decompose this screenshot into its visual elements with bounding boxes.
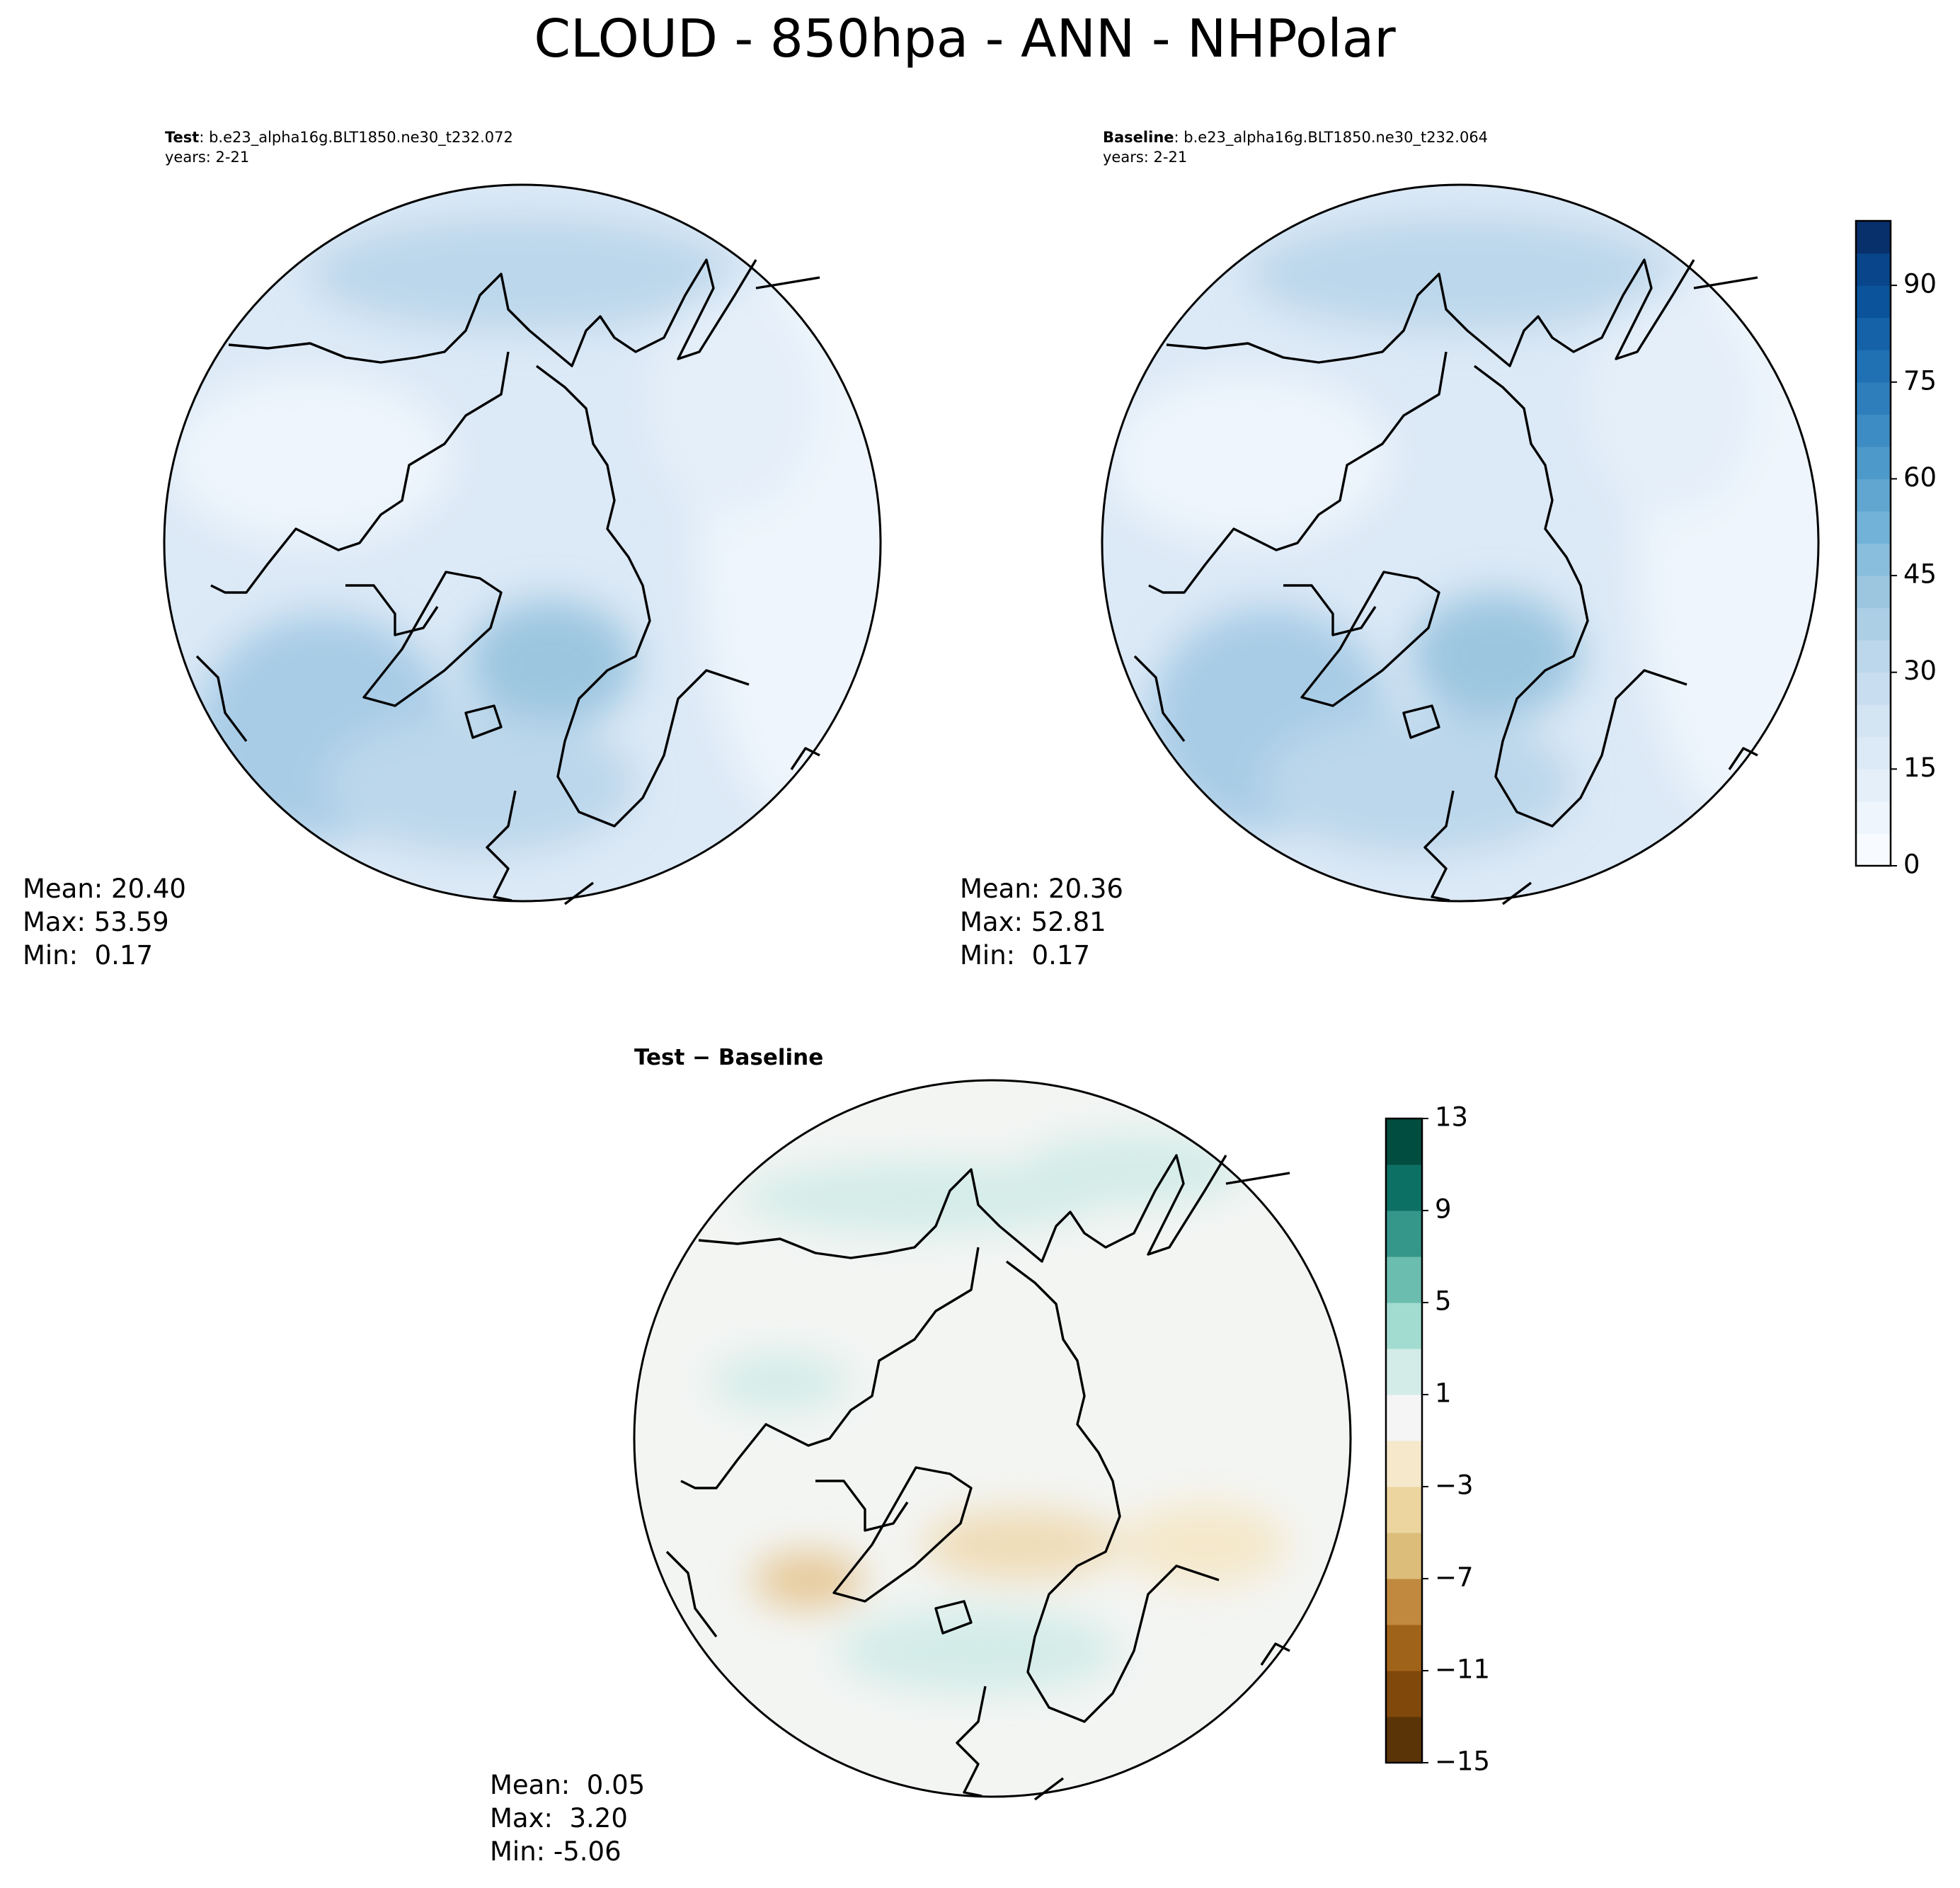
colorbar-tick-label: 90 <box>1903 269 1937 299</box>
colorbar-band <box>1856 510 1891 544</box>
colorbar-tick-label: 30 <box>1903 656 1937 686</box>
colorbar-band <box>1856 382 1891 415</box>
colorbar-band <box>1856 285 1891 319</box>
case-name: : b.e23_alpha16g.BLT1850.ne30_t232.072 <box>199 129 513 147</box>
colorbar-tick-label: 5 <box>1435 1286 1452 1317</box>
colorbar-band <box>1856 672 1891 705</box>
colorbar-band <box>1386 1165 1422 1211</box>
colorbar-band <box>1856 607 1891 641</box>
colorbar-tick-label: −11 <box>1435 1654 1490 1685</box>
colorbar-tick-label: 0 <box>1903 849 1920 880</box>
figure-title: CLOUD - 850hpa - ANN - NHPolar <box>534 8 1396 69</box>
colorbar-band <box>1856 543 1891 576</box>
colorbar-tick-label: 75 <box>1903 365 1937 396</box>
colorbar-band <box>1856 317 1891 350</box>
colorbar-band <box>1856 414 1891 447</box>
colorbar-band <box>1386 1349 1422 1395</box>
panel-header: Baseline: b.e23_alpha16g.BLT1850.ne30_t2… <box>1103 129 1488 147</box>
case-name: : b.e23_alpha16g.BLT1850.ne30_t232.064 <box>1174 129 1489 147</box>
panel-header: Test − Baseline <box>634 1045 823 1070</box>
colorbar-band <box>1856 704 1891 738</box>
panel-label: Test − Baseline <box>634 1045 823 1070</box>
colorbar-band <box>1386 1487 1422 1533</box>
colorbar-band <box>1386 1303 1422 1349</box>
colorbar-tick-label: 13 <box>1435 1102 1468 1133</box>
colorbar-frame <box>1385 1117 1423 1764</box>
stat: Max: 3.20 <box>490 1803 628 1833</box>
stat: Max: 52.81 <box>960 907 1106 937</box>
colorbar-tick-label: −15 <box>1435 1746 1490 1777</box>
colorbar-frame <box>1855 219 1892 867</box>
colorbar-band <box>1856 576 1891 609</box>
colorbar-band <box>1856 640 1891 673</box>
colorbar-tick-label: 1 <box>1435 1378 1452 1409</box>
colorbar-tick-label: −3 <box>1435 1470 1474 1501</box>
colorbar-tick-label: 15 <box>1903 753 1937 783</box>
colorbar-band <box>1386 1533 1422 1579</box>
colorbar-band <box>1856 801 1891 834</box>
colorbar-band <box>1386 1395 1422 1441</box>
panel-label: Test <box>165 129 199 146</box>
years: years: 2-21 <box>1103 149 1187 166</box>
panel-header: Test: b.e23_alpha16g.BLT1850.ne30_t232.0… <box>165 129 513 147</box>
colorbar-tick-label: 45 <box>1903 559 1937 590</box>
years: years: 2-21 <box>165 149 249 166</box>
colorbar-band <box>1856 253 1891 286</box>
stat: Min: 0.17 <box>23 940 153 971</box>
map <box>633 1079 1352 1801</box>
stat: Min: -5.06 <box>490 1836 621 1867</box>
map <box>1101 183 1820 905</box>
colorbar-band <box>1856 221 1891 254</box>
colorbar-tick-label: 9 <box>1435 1194 1452 1225</box>
stat: Mean: 0.05 <box>490 1770 645 1800</box>
colorbar-band <box>1386 1717 1422 1763</box>
colorbar-tick-label: 60 <box>1903 462 1937 493</box>
colorbar-band <box>1386 1579 1422 1625</box>
colorbar-band <box>1386 1119 1422 1165</box>
colorbar-band <box>1386 1625 1422 1671</box>
colorbar-band <box>1386 1257 1422 1303</box>
colorbar-band <box>1856 446 1891 479</box>
stat: Mean: 20.40 <box>23 874 186 904</box>
colorbar-band <box>1856 769 1891 802</box>
colorbar-band <box>1856 350 1891 383</box>
stat: Min: 0.17 <box>960 940 1090 971</box>
colorbar-tick-label: −7 <box>1435 1562 1474 1593</box>
stat: Mean: 20.36 <box>960 874 1123 904</box>
colorbar-band <box>1386 1211 1422 1257</box>
colorbar-band <box>1386 1671 1422 1717</box>
colorbar-band <box>1386 1441 1422 1487</box>
colorbar-band <box>1856 479 1891 512</box>
panel-label: Baseline <box>1103 129 1174 146</box>
colorbar-band <box>1856 833 1891 866</box>
stat: Max: 53.59 <box>23 907 169 937</box>
map <box>163 183 882 905</box>
colorbar-band <box>1856 736 1891 769</box>
